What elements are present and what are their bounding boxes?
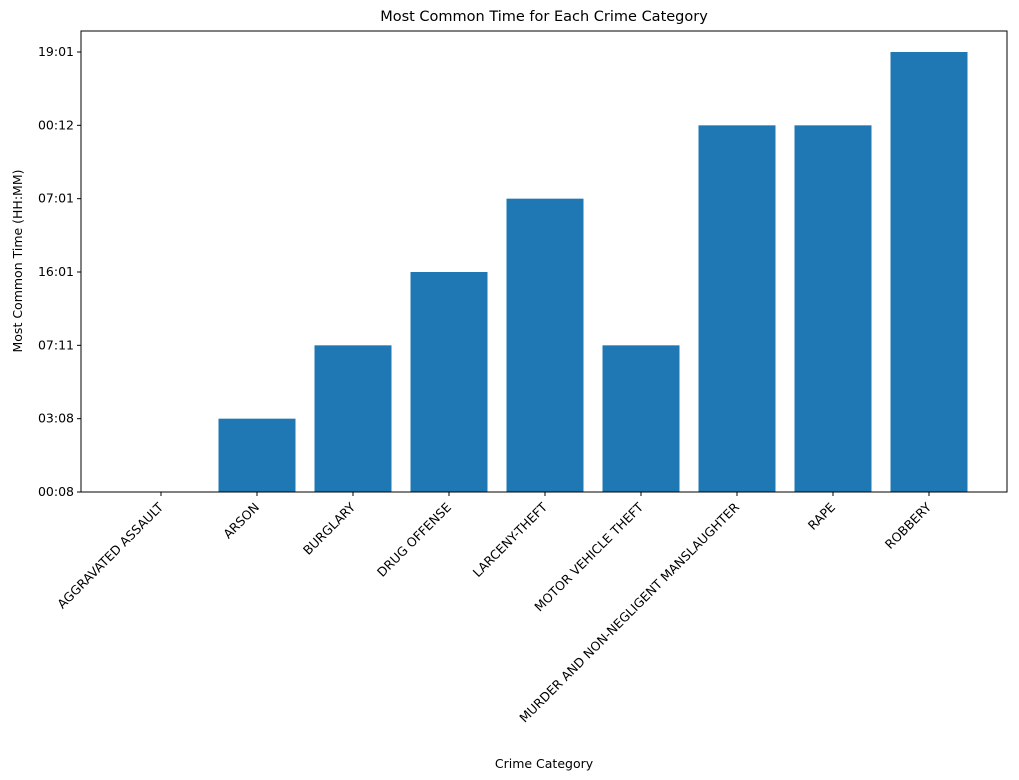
y-tick-label: 16:01	[38, 264, 74, 279]
bar	[218, 418, 296, 492]
bar	[602, 345, 680, 492]
bar	[698, 125, 776, 492]
y-axis-label: Most Common Time (HH:MM)	[10, 170, 25, 353]
y-tick-label: 19:01	[38, 44, 74, 59]
bar	[890, 52, 968, 492]
bar	[314, 345, 392, 492]
bar	[794, 125, 872, 492]
x-tick-label: ARSON	[220, 500, 262, 542]
x-axis: AGGRAVATED ASSAULT ARSON BURGLARY DRUG OFFE…	[54, 492, 934, 725]
y-tick-label: 07:11	[38, 337, 74, 352]
bar	[506, 198, 584, 492]
x-tick-label: ROBBERY	[882, 499, 935, 552]
plot-frame	[80, 30, 1008, 493]
chart-title: Most Common Time for Each Crime Category	[380, 9, 708, 25]
x-tick-label: AGGRAVATED ASSAULT	[54, 499, 166, 611]
bars-group	[218, 52, 968, 492]
y-tick-label: 07:01	[38, 191, 74, 206]
x-tick-label: MOTOR VEHICLE THEFT	[531, 499, 646, 614]
x-tick-label: RAPE	[805, 499, 838, 532]
y-tick-label: 00:08	[38, 484, 74, 499]
x-tick-label: LARCENY-THEFT	[470, 499, 551, 580]
x-axis-label: Crime Category	[495, 756, 594, 771]
bar	[410, 272, 488, 492]
y-tick-label: 00:12	[38, 117, 74, 132]
x-tick-label: BURGLARY	[300, 499, 359, 558]
x-tick-label: MURDER AND NON-NEGLIGENT MANSLAUGHTER	[516, 499, 742, 725]
y-axis: 00:08 03:08 07:11 16:01 07:01 00:12 19:01	[38, 44, 81, 499]
y-tick-label: 03:08	[38, 411, 74, 426]
x-tick-label: DRUG OFFENSE	[374, 499, 454, 579]
